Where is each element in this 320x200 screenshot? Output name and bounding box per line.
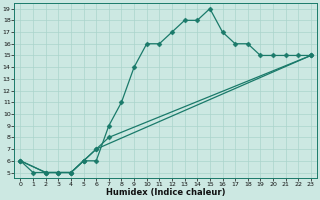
- X-axis label: Humidex (Indice chaleur): Humidex (Indice chaleur): [106, 188, 225, 197]
